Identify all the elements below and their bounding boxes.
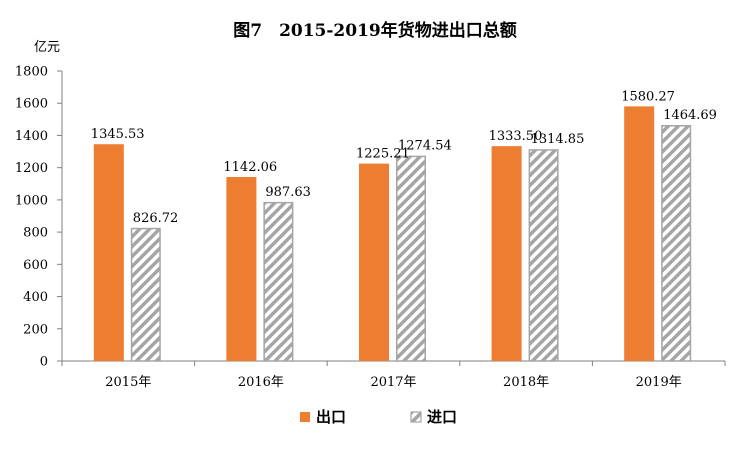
bar-export [491,146,522,361]
x-axis: 2015年 2016年 2017年 2018年 2019年 [61,360,726,390]
bar-import [130,227,161,362]
bar-export [359,163,389,361]
x-tick-label: 2019年 [636,375,682,390]
data-label-export: 1333.50 [489,129,543,144]
y-tick-label: 0 [40,355,48,370]
bar-export [93,144,124,361]
y-tick-label: 1200 [15,161,48,176]
data-label-import: 826.72 [133,211,179,226]
data-label-export: 1345.53 [91,127,145,142]
y-tick-label: 800 [23,226,48,241]
x-tick-label: 2015年 [105,375,151,390]
data-label-import: 1274.54 [398,139,452,154]
y-axis-unit: 亿元 [34,40,60,55]
bar-import [396,155,426,362]
x-tick-label: 2018年 [503,375,549,390]
bar-import [661,125,692,362]
bar-import [263,201,294,362]
legend-swatch-import [410,411,422,423]
legend-label-import: 进口 [427,408,457,426]
data-label-import: 1314.85 [531,132,585,147]
bar-export [624,106,655,362]
data-label-export: 1580.27 [621,89,675,104]
data-label-export: 1225.21 [356,147,410,162]
y-tick-label: 1000 [15,193,48,208]
data-label-import: 987.63 [265,185,311,200]
chart-title: 图7 2015-2019年货物进出口总额 [233,20,517,41]
y-axis: 0 200 400 600 800 1000 1200 1400 1600 1800 [15,65,63,370]
legend-swatch-export [300,412,310,422]
y-tick-label: 600 [23,258,48,273]
legend: 出口 进口 [300,408,457,426]
y-tick-label: 1600 [15,97,48,112]
y-tick-label: 1400 [15,129,48,144]
data-label-import: 1464.69 [663,108,717,123]
bar-import [528,149,559,362]
y-tick-label: 200 [23,322,48,337]
data-labels: 1345.53 1142.06 1225.21 1333.50 1580.27 826.7… [91,89,717,225]
legend-label-export: 出口 [316,408,346,426]
x-tick-label: 2017年 [370,375,416,390]
bars [93,106,692,362]
y-tick-label: 400 [23,290,48,305]
data-label-export: 1142.06 [223,160,277,175]
x-tick-label: 2016年 [238,375,284,390]
bar-export [226,177,257,361]
y-tick-label: 1800 [15,65,48,80]
